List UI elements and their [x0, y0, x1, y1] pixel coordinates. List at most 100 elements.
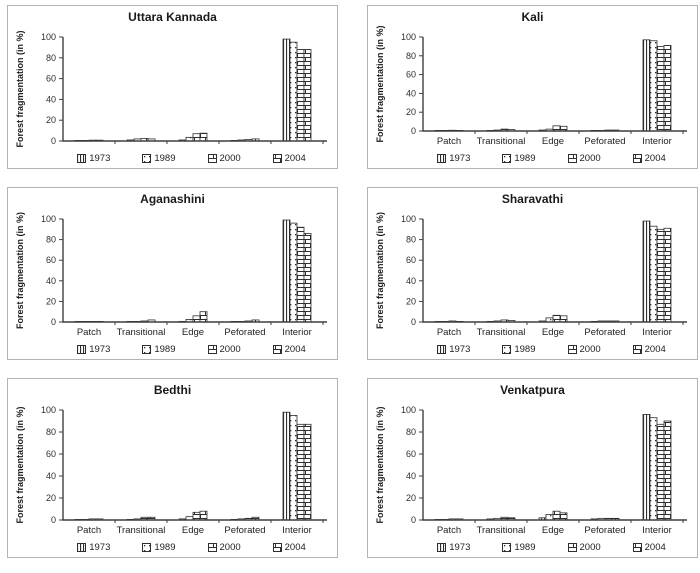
y-axis-title: Forest fragmentation (in %): [375, 212, 385, 329]
x-category-label: Peforated: [584, 525, 625, 536]
x-category-label: Interior: [282, 525, 312, 536]
bar-1973: [282, 411, 290, 521]
legend-label: 1973: [449, 153, 471, 164]
legend-marker-wide-brick-icon: [207, 154, 217, 163]
chart-legend: 1973 1989 2000 2004: [12, 344, 333, 355]
x-category-label: Patch: [76, 327, 100, 338]
legend-item-1989: 1989: [142, 153, 176, 164]
y-tick-label: 20: [45, 115, 55, 125]
y-axis-title: Forest fragmentation (in %): [375, 25, 385, 142]
y-axis-title: Forest fragmentation (in %): [15, 212, 25, 329]
y-tick-label: 20: [405, 296, 415, 306]
legend-label: 1989: [514, 344, 536, 355]
chart-panel-aganashini: Aganashini Forest fragmentation (in %) 0 2…: [7, 187, 338, 360]
bar-1973: [282, 219, 290, 323]
legend-marker-dots-icon: [142, 154, 152, 163]
y-tick-label: 60: [45, 255, 55, 265]
x-category-label: Transitional: [116, 525, 165, 536]
x-category-label: Patch: [436, 136, 460, 147]
legend-item-2000: 2000: [567, 344, 601, 355]
chart-title: Aganashini: [140, 192, 205, 206]
legend-item-1989: 1989: [142, 542, 176, 553]
legend-label: 2004: [644, 344, 666, 355]
chart-canvas: Forest fragmentation (in %) 0 20 40 60 80 100: [15, 30, 327, 148]
x-category-label: Interior: [642, 525, 672, 536]
legend-item-2004: 2004: [272, 153, 306, 164]
bar-1973: [642, 413, 650, 521]
legend-marker-brick-icon: [272, 543, 282, 552]
legend-label: 2000: [219, 344, 241, 355]
chart-canvas: Forest fragmentation (in %) 0 20 40 60 80 100 P…: [15, 212, 327, 338]
legend-marker-vertical-stripes-icon: [77, 543, 87, 552]
bar-1973: [642, 39, 650, 132]
y-axis-title: Forest fragmentation (in %): [375, 406, 385, 523]
y-tick-label: 0: [410, 317, 415, 327]
bar-2000: [192, 133, 200, 142]
legend-label: 1989: [514, 542, 536, 553]
x-category-label: Edge: [541, 136, 563, 147]
chart-title: Bedthi: [153, 383, 192, 397]
chart-legend: 1973 1989 2000 2004: [372, 153, 693, 164]
legend-marker-dots-icon: [502, 345, 512, 354]
y-tick-label: 0: [50, 317, 55, 327]
bar-2004: [303, 49, 311, 142]
legend-marker-dots-icon: [142, 345, 152, 354]
legend-label: 1973: [89, 153, 111, 164]
legend-marker-vertical-stripes-icon: [77, 154, 87, 163]
legend-label: 2000: [219, 542, 241, 553]
y-tick-label: 20: [45, 493, 55, 503]
bar-1989: [545, 514, 553, 521]
y-tick-label: 0: [50, 136, 55, 146]
legend-marker-vertical-stripes-icon: [437, 543, 447, 552]
x-category-label: Patch: [436, 525, 460, 536]
bar-2000: [296, 226, 304, 323]
bar-1973: [282, 38, 290, 142]
chart-title: Venkatpura: [500, 383, 565, 397]
chart-plot: Forest fragmentation (in %) 0 20 40 60 80 100 P…: [372, 207, 693, 340]
bar-1989: [289, 41, 297, 142]
legend-item-2000: 2000: [207, 344, 241, 355]
bar-2004: [559, 512, 567, 521]
bar-2000: [656, 228, 664, 323]
x-category-label: Peforated: [584, 327, 625, 338]
bar-2000: [552, 314, 560, 323]
legend-marker-brick-icon: [272, 345, 282, 354]
legend-label: 2004: [644, 542, 666, 553]
chart-legend: 1973 1989 2000 2004: [372, 344, 693, 355]
bar-2000: [192, 315, 200, 323]
y-tick-label: 80: [405, 51, 415, 61]
legend-item-1973: 1973: [77, 542, 110, 553]
legend-marker-wide-brick-icon: [567, 154, 577, 163]
bar-2004: [199, 132, 207, 142]
bar-1973: [642, 220, 650, 323]
chart-plot: Forest fragmentation (in %) 0 20 40 60 80 100 P…: [372, 25, 693, 149]
chart-canvas: Forest fragmentation (in %) 0 20 40 60 80 100 P…: [375, 212, 687, 338]
chart-panel-bedthi: Bedthi Forest fragmentation (in %) 0 20 40 6…: [7, 378, 338, 558]
legend-item-1973: 1973: [77, 153, 110, 164]
legend-item-1973: 1973: [437, 153, 470, 164]
y-tick-label: 60: [45, 74, 55, 84]
bar-2004: [559, 125, 567, 132]
chart-canvas: Forest fragmentation (in %) 0 20 40 60 80 100 P…: [15, 405, 327, 536]
y-axis-title: Forest fragmentation (in %): [15, 30, 25, 147]
chart-canvas: Forest fragmentation (in %) 0 20 40 60 80 100 P…: [375, 405, 687, 536]
legend-label: 1989: [154, 344, 176, 355]
legend-label: 2000: [579, 542, 601, 553]
y-tick-label: 40: [45, 471, 55, 481]
legend-item-2000: 2000: [567, 153, 601, 164]
legend-label: 1973: [449, 344, 471, 355]
chart-legend: 1973 1989 2000 2004: [372, 542, 693, 553]
bar-2004: [303, 423, 311, 521]
y-tick-label: 40: [405, 276, 415, 286]
y-tick-label: 60: [45, 449, 55, 459]
x-category-label: Transitional: [476, 327, 525, 338]
legend-item-2004: 2004: [632, 344, 666, 355]
legend-label: 1973: [449, 542, 471, 553]
legend-item-2000: 2000: [567, 542, 601, 553]
y-tick-label: 0: [50, 515, 55, 525]
y-tick-label: 100: [400, 405, 415, 415]
bar-2000: [296, 423, 304, 521]
x-category-label: Transitional: [476, 136, 525, 147]
chart-title: Sharavathi: [501, 192, 564, 206]
legend-item-2004: 2004: [632, 153, 666, 164]
